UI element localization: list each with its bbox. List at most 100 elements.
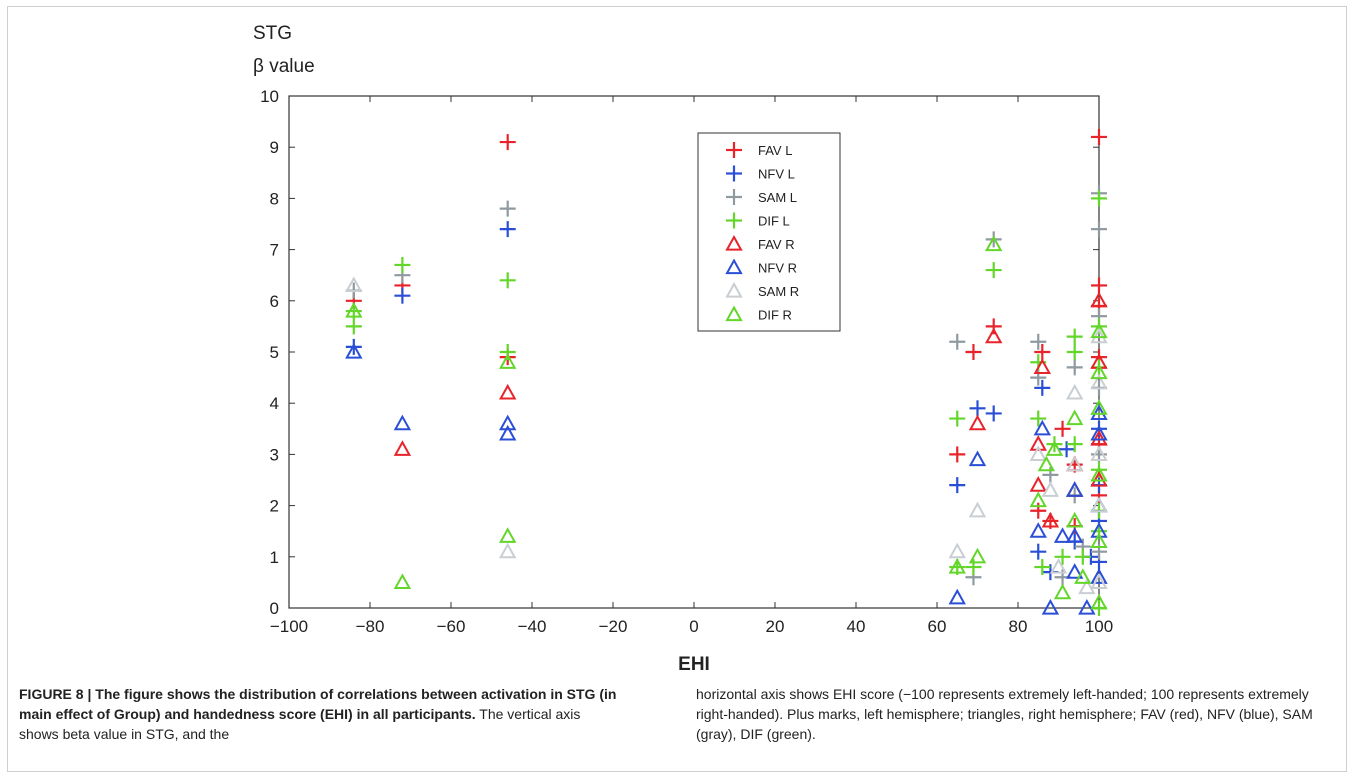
data-point (1090, 327, 1108, 344)
legend-box (697, 132, 841, 332)
x-tick-label: 80 (1009, 617, 1028, 636)
legend-entry: DIF R (725, 305, 792, 323)
data-point (1091, 221, 1107, 238)
x-tick-label: −100 (270, 617, 308, 636)
y-tick-label: 6 (270, 292, 279, 311)
legend-label: NFV R (758, 261, 797, 276)
data-point (1090, 291, 1108, 308)
data-point (968, 547, 987, 564)
data-point (1090, 322, 1108, 339)
caption-left: FIGURE 8 | The figure shows the distribu… (19, 684, 619, 744)
y-tick-label: 5 (270, 343, 279, 362)
legend-label: FAV L (758, 143, 792, 158)
y-tick-label: 7 (270, 241, 279, 260)
y-tick: 10 (260, 87, 1099, 106)
legend-marker (726, 165, 742, 182)
data-point (1078, 578, 1096, 595)
legend-marker (725, 258, 743, 275)
x-tick: 80 (1009, 96, 1028, 636)
data-point (948, 557, 966, 574)
data-point (1090, 429, 1108, 446)
legend-entry: NFV R (725, 258, 797, 276)
data-point (1090, 424, 1108, 441)
caption-right: horizontal axis shows EHI score (−100 re… (696, 686, 1313, 742)
data-point (965, 344, 982, 360)
data-point (345, 276, 363, 293)
x-tick: −80 (356, 96, 384, 636)
data-point (499, 353, 517, 369)
legend-label: DIF L (758, 214, 790, 229)
scatter-chart: STG β value 0 1 2 3 4 5 6 7 8 9 10 −100 −80 −60 −40 −2… (253, 23, 1113, 675)
legend-entry: FAV L (726, 142, 792, 158)
legend-entry: SAM L (726, 189, 797, 205)
data-point (1029, 435, 1047, 451)
data-point (1066, 328, 1083, 345)
series-nfv-r (345, 342, 1108, 615)
data-point (1074, 548, 1091, 565)
y-tick-label: 3 (270, 445, 279, 464)
data-point (968, 414, 987, 431)
legend-marker (725, 281, 743, 298)
data-point (1033, 419, 1051, 436)
data-point (393, 414, 412, 431)
y-axis-label: STG β value (253, 23, 315, 77)
data-point (1090, 496, 1108, 513)
data-point (345, 342, 363, 359)
data-point (1041, 481, 1060, 497)
data-point (499, 272, 516, 289)
data-point (345, 301, 363, 318)
data-point (499, 414, 517, 431)
data-point (949, 477, 966, 494)
x-tick-label: −40 (518, 617, 547, 636)
data-point (1090, 593, 1108, 610)
data-point (949, 446, 966, 463)
data-point (499, 134, 516, 151)
legend-entry: NFV L (726, 165, 795, 182)
data-point (1030, 333, 1047, 350)
data-point (1090, 470, 1108, 487)
data-point (345, 318, 362, 335)
y-tick-label: 9 (270, 138, 279, 157)
legend-label: FAV R (758, 237, 795, 252)
data-point (985, 235, 1003, 252)
y-axis-label-line1: STG (253, 23, 292, 44)
data-point (1078, 598, 1096, 615)
y-tick: 4 (270, 394, 1099, 413)
data-point (1066, 383, 1084, 400)
data-point (499, 527, 517, 543)
x-tick: −20 (599, 96, 627, 636)
y-axis-label-line2: β value (253, 56, 315, 77)
data-point (1090, 363, 1108, 380)
data-point (1029, 522, 1047, 538)
series-sam-l (345, 185, 1107, 586)
y-tick: 2 (270, 497, 1099, 516)
y-tick-label: 2 (270, 497, 279, 516)
data-point (1090, 522, 1108, 538)
figure-frame (7, 6, 1347, 772)
x-tick-label: 100 (1085, 617, 1113, 636)
data-point (1091, 190, 1107, 207)
legend-marker (726, 142, 742, 158)
y-tick: 8 (270, 189, 1099, 208)
legend-label: SAM L (758, 190, 797, 205)
data-point (1045, 440, 1064, 456)
data-point (499, 221, 516, 238)
legend-marker (726, 189, 742, 205)
data-point (985, 262, 1002, 279)
x-tick: 60 (928, 96, 946, 636)
data-point (968, 450, 987, 467)
data-point (968, 501, 987, 518)
data-point (949, 333, 966, 350)
x-axis-ticks: −100 −80 −60 −40 −20 0 20 40 60 80 100 (270, 96, 1113, 636)
x-tick: 40 (847, 96, 865, 636)
data-point (394, 287, 411, 304)
x-tick-label: 20 (766, 617, 785, 636)
legend-marker (725, 234, 743, 251)
y-tick-label: 0 (270, 599, 279, 618)
data-point (1054, 548, 1071, 565)
data-point (1066, 511, 1084, 528)
data-point (1090, 404, 1108, 421)
data-point (1058, 441, 1075, 458)
data-point (1090, 353, 1108, 369)
data-point (1053, 583, 1072, 600)
